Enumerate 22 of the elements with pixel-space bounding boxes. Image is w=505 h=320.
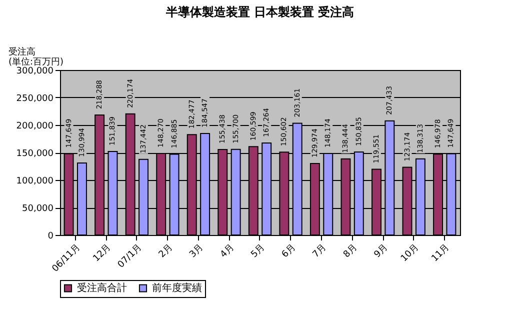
y-tick-label: 200,000 [16, 122, 54, 132]
x-tick-label: 6月 [280, 242, 298, 260]
x-tick-label: 3月 [188, 242, 206, 260]
x-tick-label: 7月 [311, 242, 329, 260]
x-tick-label: 4月 [218, 242, 236, 260]
y-tick-label: 0 [48, 232, 54, 242]
y-tick-label: 150,000 [16, 149, 54, 159]
x-tick-label: 2月 [157, 242, 175, 260]
x-tick-label: 12月 [92, 242, 114, 264]
y-tick-label: 300,000 [16, 66, 54, 76]
y-axis-title: 受注高 (単位:百万円) [8, 46, 64, 68]
x-tick-label: 11月 [430, 242, 452, 264]
y-tick-label: 50,000 [22, 204, 54, 214]
x-tick-label: 5月 [250, 242, 268, 260]
x-tick-label: 8月 [342, 242, 360, 260]
x-tick-label: 10月 [399, 242, 421, 264]
legend-label: 前年度実績 [152, 282, 202, 294]
x-tick-label: 9月 [372, 242, 390, 260]
y-tick-label: 250,000 [16, 94, 54, 104]
chart-title: 半導体製造装置 日本製装置 受注高 [164, 5, 354, 19]
legend-label: 受注高合計 [77, 282, 127, 294]
y-tick-label: 100,000 [16, 176, 54, 186]
